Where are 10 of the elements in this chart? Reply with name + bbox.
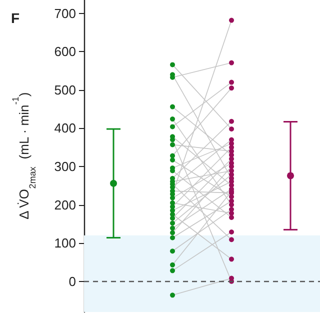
y-axis-title: Δ V̇O2max (mL · min-1) xyxy=(10,92,38,220)
y-tick-label: 600 xyxy=(54,44,76,60)
y-tick-label: 300 xyxy=(54,159,76,174)
y-tick-label: 0 xyxy=(68,274,76,289)
y-tick-label: 100 xyxy=(54,236,76,251)
y-tick-label: 500 xyxy=(54,82,76,98)
text: F xyxy=(11,10,20,26)
y-tick-label: 400 xyxy=(54,120,76,136)
y-tick-label: 700 xyxy=(54,6,76,21)
y-tick-label: 200 xyxy=(54,197,76,212)
